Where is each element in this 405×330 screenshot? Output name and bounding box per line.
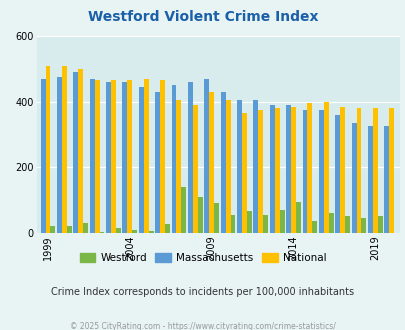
Bar — [339, 107, 344, 233]
Bar — [237, 100, 241, 233]
Bar — [160, 81, 164, 233]
Bar — [111, 81, 116, 233]
Bar — [225, 100, 230, 233]
Bar — [40, 79, 45, 233]
Bar — [295, 202, 300, 233]
Bar — [262, 214, 267, 233]
Bar — [197, 197, 202, 233]
Bar — [286, 105, 290, 233]
Bar — [67, 226, 72, 233]
Bar — [279, 210, 284, 233]
Bar — [204, 79, 209, 233]
Bar — [253, 100, 258, 233]
Bar — [384, 126, 388, 233]
Bar — [328, 213, 333, 233]
Bar — [90, 79, 94, 233]
Bar — [241, 113, 246, 233]
Text: Westford Violent Crime Index: Westford Violent Crime Index — [87, 10, 318, 24]
Bar — [302, 110, 307, 233]
Bar — [106, 82, 111, 233]
Bar — [116, 228, 121, 233]
Bar — [192, 105, 197, 233]
Bar — [274, 108, 279, 233]
Bar — [258, 110, 262, 233]
Text: Crime Index corresponds to incidents per 100,000 inhabitants: Crime Index corresponds to incidents per… — [51, 287, 354, 297]
Bar — [360, 218, 365, 233]
Bar — [132, 230, 137, 233]
Bar — [62, 66, 67, 233]
Legend: Westford, Massachusetts, National: Westford, Massachusetts, National — [75, 249, 330, 267]
Bar — [155, 92, 160, 233]
Bar — [311, 221, 316, 233]
Bar — [164, 224, 170, 233]
Bar — [50, 226, 55, 233]
Text: © 2025 CityRating.com - https://www.cityrating.com/crime-statistics/: © 2025 CityRating.com - https://www.city… — [70, 322, 335, 330]
Bar — [57, 77, 62, 233]
Bar — [99, 232, 104, 233]
Bar — [323, 102, 328, 233]
Bar — [188, 82, 192, 233]
Bar — [377, 216, 382, 233]
Bar — [148, 231, 153, 233]
Bar — [78, 69, 83, 233]
Bar — [143, 79, 148, 233]
Bar — [171, 85, 176, 233]
Bar — [209, 92, 213, 233]
Bar — [372, 108, 377, 233]
Bar — [290, 107, 295, 233]
Bar — [388, 108, 393, 233]
Bar — [230, 214, 235, 233]
Bar — [246, 212, 251, 233]
Bar — [367, 126, 372, 233]
Bar — [213, 203, 219, 233]
Bar — [94, 81, 99, 233]
Bar — [356, 108, 360, 233]
Bar — [122, 82, 127, 233]
Bar — [73, 72, 78, 233]
Bar — [83, 223, 88, 233]
Bar — [351, 123, 356, 233]
Bar — [127, 81, 132, 233]
Bar — [307, 103, 311, 233]
Bar — [269, 105, 274, 233]
Bar — [139, 87, 143, 233]
Bar — [318, 110, 323, 233]
Bar — [344, 216, 349, 233]
Bar — [181, 187, 186, 233]
Bar — [335, 115, 339, 233]
Bar — [220, 92, 225, 233]
Bar — [45, 66, 50, 233]
Bar — [176, 100, 181, 233]
